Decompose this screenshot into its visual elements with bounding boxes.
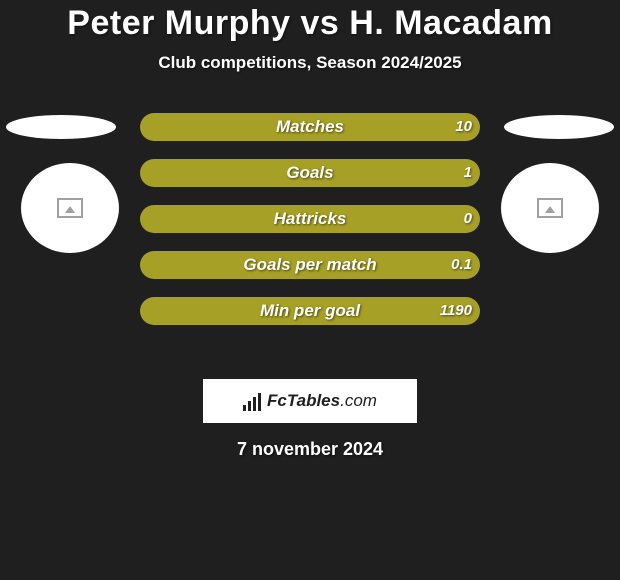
brand-text: FcTables.com xyxy=(267,391,377,411)
bars-icon xyxy=(243,391,261,411)
stat-value-right: 1190 xyxy=(440,302,472,319)
page-title: Peter Murphy vs H. Macadam xyxy=(0,4,620,43)
stat-bar-label: Goals per match xyxy=(140,255,480,275)
stat-bar-label: Min per goal xyxy=(140,301,480,321)
left-player-avatar xyxy=(21,163,119,253)
stat-value-right: 10 xyxy=(455,118,472,135)
stat-bar: Matches10 xyxy=(140,113,480,141)
stat-value-right: 0.1 xyxy=(451,256,472,273)
right-marker-ellipse xyxy=(504,115,614,139)
stat-value-right: 0 xyxy=(464,210,472,227)
brand-strong: FcTables xyxy=(267,391,340,410)
stat-value-right: 1 xyxy=(464,164,472,181)
brand-light: .com xyxy=(340,391,377,410)
placeholder-image-icon xyxy=(57,198,83,218)
page-subtitle: Club competitions, Season 2024/2025 xyxy=(0,53,620,73)
brand-box: FcTables.com xyxy=(203,379,417,423)
stat-bars: Matches10Goals1Hattricks0Goals per match… xyxy=(140,113,480,343)
comparison-area: Matches10Goals1Hattricks0Goals per match… xyxy=(0,113,620,363)
comparison-card: Peter Murphy vs H. Macadam Club competit… xyxy=(0,0,620,580)
stat-bar-label: Goals xyxy=(140,163,480,183)
left-marker-ellipse xyxy=(6,115,116,139)
stat-bar-label: Hattricks xyxy=(140,209,480,229)
stat-bar: Hattricks0 xyxy=(140,205,480,233)
stat-bar: Goals1 xyxy=(140,159,480,187)
stat-bar-label: Matches xyxy=(140,117,480,137)
date-text: 7 november 2024 xyxy=(0,439,620,460)
stat-bar: Min per goal1190 xyxy=(140,297,480,325)
stat-bar: Goals per match0.1 xyxy=(140,251,480,279)
placeholder-image-icon xyxy=(537,198,563,218)
right-player-avatar xyxy=(501,163,599,253)
